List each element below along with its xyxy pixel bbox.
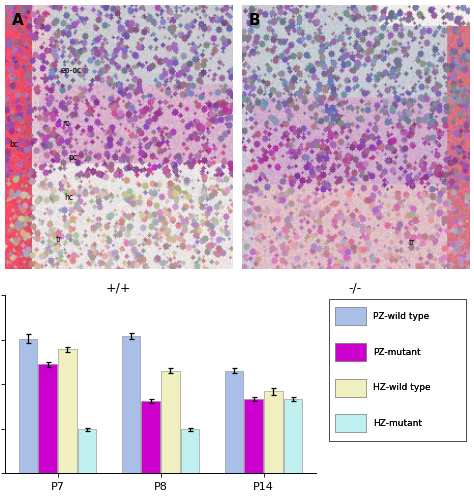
FancyBboxPatch shape (335, 307, 366, 325)
Bar (245, 399, 263, 473)
FancyBboxPatch shape (335, 414, 366, 432)
Bar (78, 429, 96, 473)
Text: tr: tr (56, 235, 63, 244)
Bar (58, 349, 77, 473)
Bar (141, 401, 160, 473)
Text: HZ-wild type: HZ-wild type (373, 383, 430, 392)
Text: B: B (248, 13, 260, 28)
Text: A: A (11, 13, 23, 28)
Text: rc: rc (63, 119, 70, 128)
Text: +/+: +/+ (106, 282, 131, 295)
FancyBboxPatch shape (335, 378, 366, 396)
Text: HZ-mutant: HZ-mutant (373, 419, 422, 428)
Text: bc: bc (9, 140, 18, 149)
FancyBboxPatch shape (335, 414, 366, 432)
Bar (225, 371, 244, 473)
Text: ep-oc: ep-oc (60, 66, 82, 75)
Bar (181, 429, 199, 473)
Text: PZ-mutant: PZ-mutant (373, 348, 420, 357)
Bar (283, 399, 302, 473)
Bar (38, 365, 57, 473)
FancyBboxPatch shape (335, 307, 366, 325)
Text: hc: hc (64, 193, 73, 202)
Text: HZ-wild type: HZ-wild type (373, 383, 430, 392)
Text: pc: pc (69, 153, 78, 162)
Bar (122, 336, 140, 473)
FancyBboxPatch shape (335, 343, 366, 361)
Bar (161, 371, 180, 473)
FancyBboxPatch shape (335, 378, 366, 396)
FancyBboxPatch shape (329, 299, 466, 441)
Bar (19, 339, 37, 473)
FancyBboxPatch shape (335, 343, 366, 361)
Text: PZ-mutant: PZ-mutant (373, 348, 420, 357)
Text: tr: tr (409, 238, 416, 247)
Text: PZ-wild type: PZ-wild type (373, 312, 429, 321)
Bar (264, 391, 283, 473)
Text: PZ-wild type: PZ-wild type (373, 312, 429, 321)
Text: -/-: -/- (349, 282, 362, 295)
Text: HZ-mutant: HZ-mutant (373, 419, 422, 428)
